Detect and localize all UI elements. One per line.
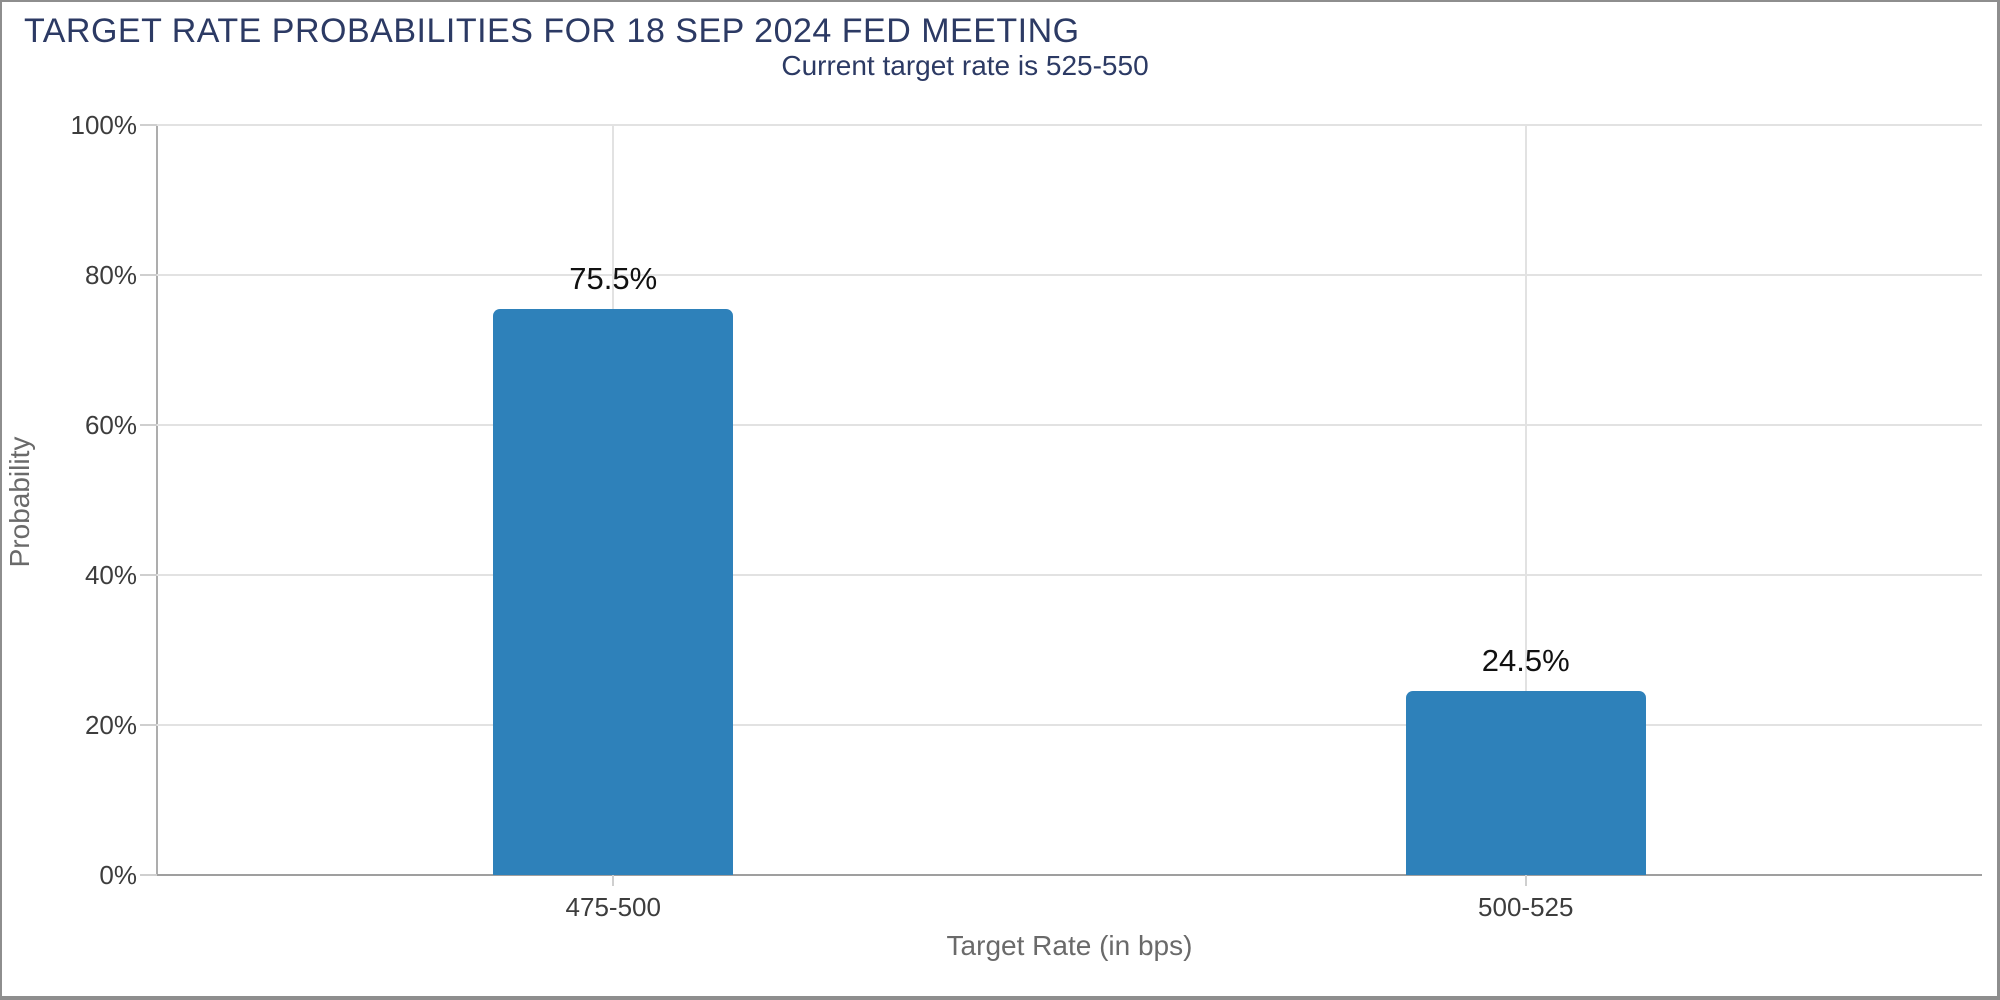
h-gridline bbox=[157, 424, 1982, 426]
v-gridline bbox=[1524, 125, 1527, 875]
h-gridline bbox=[157, 724, 1982, 726]
y-axis-title: Probability bbox=[4, 436, 35, 568]
y-axis-tick bbox=[140, 424, 157, 426]
plot-area: 0% 20% 40% 60% 80% 100% 75.5% 475-500 24.5% 500-5… bbox=[71, 112, 1982, 922]
y-axis-tick bbox=[140, 724, 157, 726]
x-tick-label: 500-525 bbox=[1478, 892, 1574, 922]
h-gridline bbox=[157, 574, 1982, 576]
y-tick-label: 0% bbox=[99, 860, 137, 890]
y-axis-tick bbox=[140, 124, 157, 126]
x-tick-label: 475-500 bbox=[565, 892, 661, 922]
chart-subtitle: Current target rate is 525-550 bbox=[781, 50, 1149, 81]
y-axis-tick bbox=[140, 874, 157, 876]
bar-475-500[interactable] bbox=[493, 308, 734, 875]
y-tick-label: 40% bbox=[84, 560, 137, 590]
x-axis-line bbox=[157, 874, 1982, 876]
bar-500-525[interactable] bbox=[1405, 691, 1646, 875]
bar-value-label: 75.5% bbox=[569, 260, 658, 296]
h-gridline bbox=[157, 124, 1982, 126]
y-tick-label: 20% bbox=[84, 710, 137, 740]
y-axis-tick bbox=[140, 574, 157, 576]
bar-value-label: 24.5% bbox=[1481, 643, 1570, 679]
chart-title: TARGET RATE PROBABILITIES FOR 18 SEP 202… bbox=[24, 12, 1080, 50]
y-tick-label: 60% bbox=[84, 410, 137, 440]
y-tick-label: 100% bbox=[70, 110, 138, 140]
y-axis-tick bbox=[140, 274, 157, 276]
x-axis-tick bbox=[1524, 875, 1527, 886]
y-axis-line bbox=[156, 125, 158, 875]
x-axis-tick bbox=[612, 875, 615, 886]
h-gridline bbox=[157, 274, 1982, 276]
y-tick-label: 80% bbox=[84, 260, 137, 290]
x-axis-title: Target Rate (in bps) bbox=[946, 930, 1193, 961]
